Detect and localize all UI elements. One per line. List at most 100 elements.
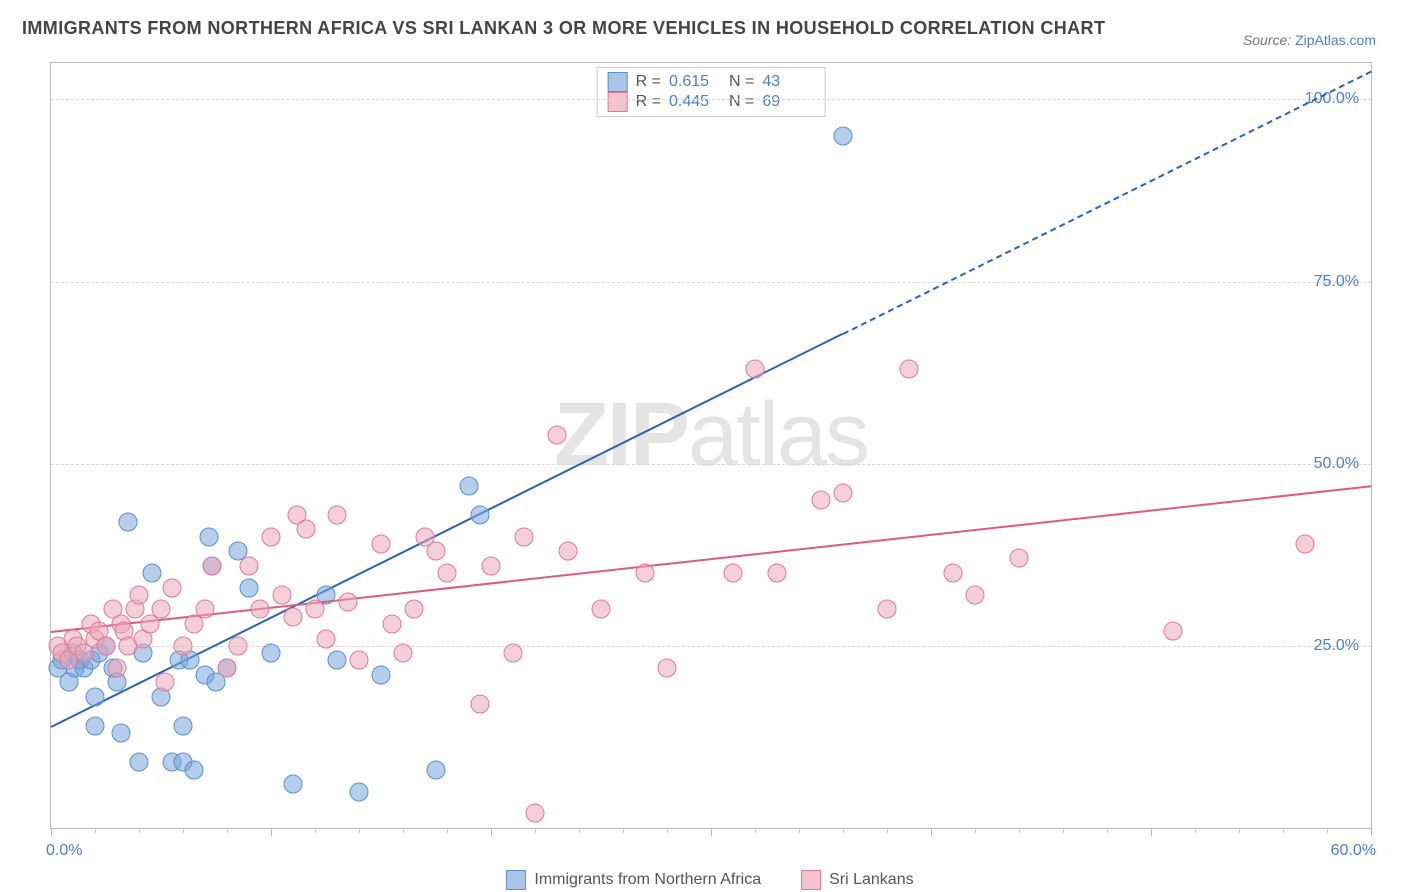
y-tick-label: 25.0% — [1314, 637, 1359, 655]
legend-item: Sri Lankans — [801, 870, 914, 890]
x-tick — [1239, 828, 1240, 833]
gridline — [51, 646, 1371, 647]
source-prefix: Source: — [1243, 32, 1295, 48]
data-point — [460, 476, 479, 495]
x-tick — [535, 828, 536, 833]
data-point — [372, 666, 391, 685]
data-point — [350, 651, 369, 670]
gridline — [51, 282, 1371, 283]
data-point — [372, 534, 391, 553]
source-attribution: Source: ZipAtlas.com — [1243, 32, 1376, 48]
bottom-legend: Immigrants from Northern Africa Sri Lanka… — [50, 870, 1370, 890]
data-point — [229, 636, 248, 655]
data-point — [471, 505, 490, 524]
watermark-atlas: atlas — [688, 385, 868, 485]
x-axis-max-label: 60.0% — [1331, 842, 1376, 860]
legend-label: Immigrants from Northern Africa — [534, 871, 761, 889]
data-point — [108, 658, 127, 677]
data-point — [306, 600, 325, 619]
stat-r-value: 0.615 — [669, 73, 721, 91]
data-point — [966, 585, 985, 604]
gridline — [51, 464, 1371, 465]
data-point — [339, 593, 358, 612]
data-point — [1010, 549, 1029, 568]
data-point — [251, 600, 270, 619]
x-tick — [843, 828, 844, 833]
data-point — [592, 600, 611, 619]
stat-r-label: R = — [636, 73, 661, 91]
gridline — [51, 99, 1371, 100]
x-tick — [799, 828, 800, 833]
data-point — [112, 724, 131, 743]
data-point — [834, 126, 853, 145]
data-point — [200, 527, 219, 546]
x-tick — [1019, 828, 1020, 833]
x-tick — [227, 828, 228, 833]
data-point — [504, 644, 523, 663]
data-point — [86, 687, 105, 706]
legend-label: Sri Lankans — [829, 871, 914, 889]
data-point — [1164, 622, 1183, 641]
data-point — [152, 600, 171, 619]
y-tick-label: 50.0% — [1314, 455, 1359, 473]
watermark-zip: ZIP — [554, 385, 688, 485]
regression-line-extrapolated — [843, 70, 1372, 334]
data-point — [156, 673, 175, 692]
x-tick — [183, 828, 184, 833]
data-point — [328, 505, 347, 524]
x-tick — [359, 828, 360, 833]
x-tick — [887, 828, 888, 833]
data-point — [427, 542, 446, 561]
legend-swatch — [801, 870, 821, 890]
x-tick — [1195, 828, 1196, 833]
data-point — [196, 600, 215, 619]
correlation-stat-box: R =0.615N =43R =0.445N =69 — [597, 67, 826, 117]
x-tick — [95, 828, 96, 833]
legend-swatch — [608, 72, 628, 92]
data-point — [1296, 534, 1315, 553]
data-point — [218, 658, 237, 677]
data-point — [515, 527, 534, 546]
x-tick — [51, 828, 52, 836]
legend-swatch — [506, 870, 526, 890]
x-tick — [579, 828, 580, 833]
data-point — [900, 360, 919, 379]
source-link[interactable]: ZipAtlas.com — [1295, 32, 1376, 48]
data-point — [427, 760, 446, 779]
data-point — [297, 520, 316, 539]
x-tick — [403, 828, 404, 833]
stat-r-label: R = — [636, 93, 661, 111]
data-point — [658, 658, 677, 677]
stat-n-value: 69 — [762, 93, 814, 111]
x-tick — [271, 828, 272, 836]
data-point — [746, 360, 765, 379]
data-point — [834, 483, 853, 502]
data-point — [240, 556, 259, 575]
x-tick — [623, 828, 624, 833]
x-tick — [1107, 828, 1108, 833]
data-point — [86, 717, 105, 736]
data-point — [768, 564, 787, 583]
data-point — [174, 717, 193, 736]
data-point — [273, 585, 292, 604]
data-point — [202, 556, 221, 575]
x-tick — [1151, 828, 1152, 836]
stat-row: R =0.445N =69 — [608, 92, 815, 112]
data-point — [143, 564, 162, 583]
data-point — [284, 607, 303, 626]
data-point — [350, 782, 369, 801]
data-point — [317, 629, 336, 648]
data-point — [405, 600, 424, 619]
data-point — [394, 644, 413, 663]
data-point — [471, 695, 490, 714]
x-tick — [447, 828, 448, 833]
y-tick-label: 75.0% — [1314, 273, 1359, 291]
data-point — [636, 564, 655, 583]
data-point — [438, 564, 457, 583]
data-point — [130, 585, 149, 604]
x-axis-min-label: 0.0% — [46, 842, 82, 860]
stat-row: R =0.615N =43 — [608, 72, 815, 92]
x-tick — [1063, 828, 1064, 833]
data-point — [130, 753, 149, 772]
x-tick — [711, 828, 712, 836]
